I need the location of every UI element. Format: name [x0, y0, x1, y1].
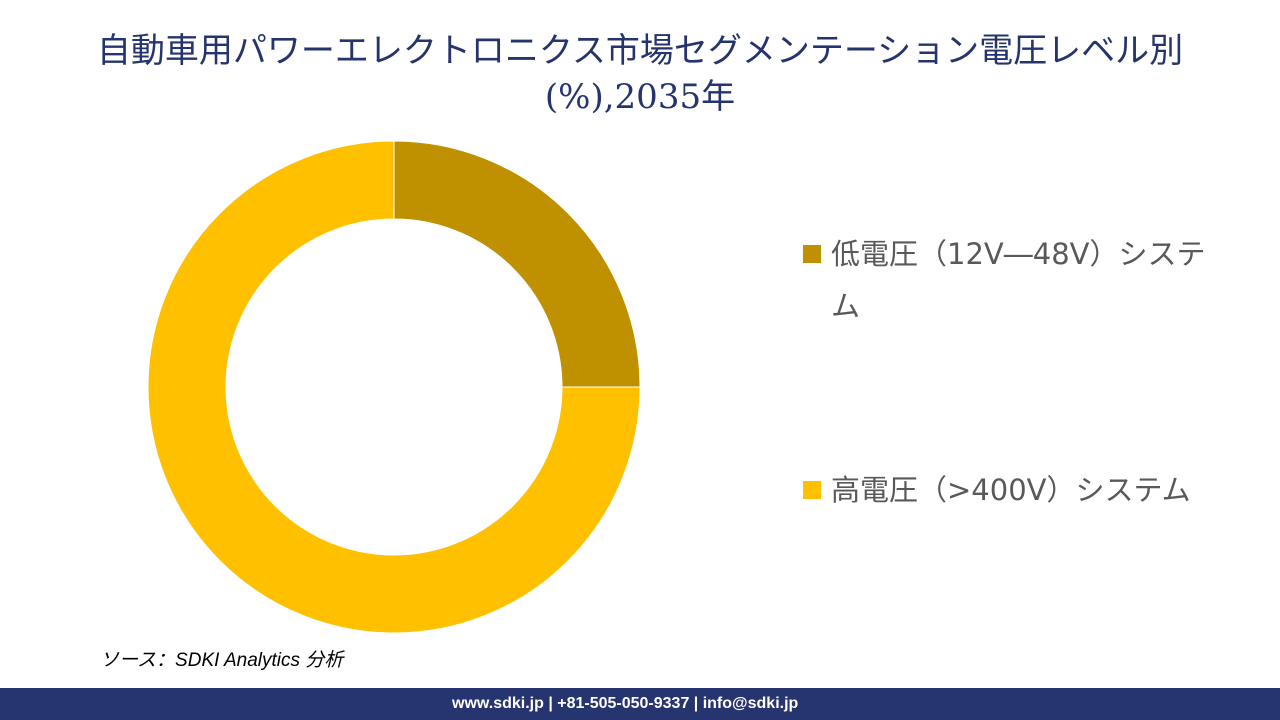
legend-label-high: 高電圧（>400V）システム [831, 473, 1191, 507]
chart-title: 自動車用パワーエレクトロニクス市場セグメンテーション電圧レベル別(%),2035… [96, 31, 1184, 117]
legend-item-high-voltage: 高電圧（>400V）システム [803, 464, 1211, 516]
donut-slice-0 [393, 140, 641, 388]
legend-swatch-high [803, 481, 821, 499]
donut-slice-1 [147, 140, 641, 634]
source-note: ソース：SDKI Analytics 分析 [100, 650, 344, 671]
legend-item-low-voltage: 低電圧（12V―48V）システム [803, 228, 1211, 332]
legend-swatch-low [803, 245, 821, 263]
footer-bar: www.sdki.jp | +81-505-050-9337 | info@sd… [0, 688, 1280, 720]
footer-contact: www.sdki.jp | +81-505-050-9337 | info@sd… [452, 695, 799, 712]
legend-label-low: 低電圧（12V―48V）システム [831, 237, 1206, 323]
